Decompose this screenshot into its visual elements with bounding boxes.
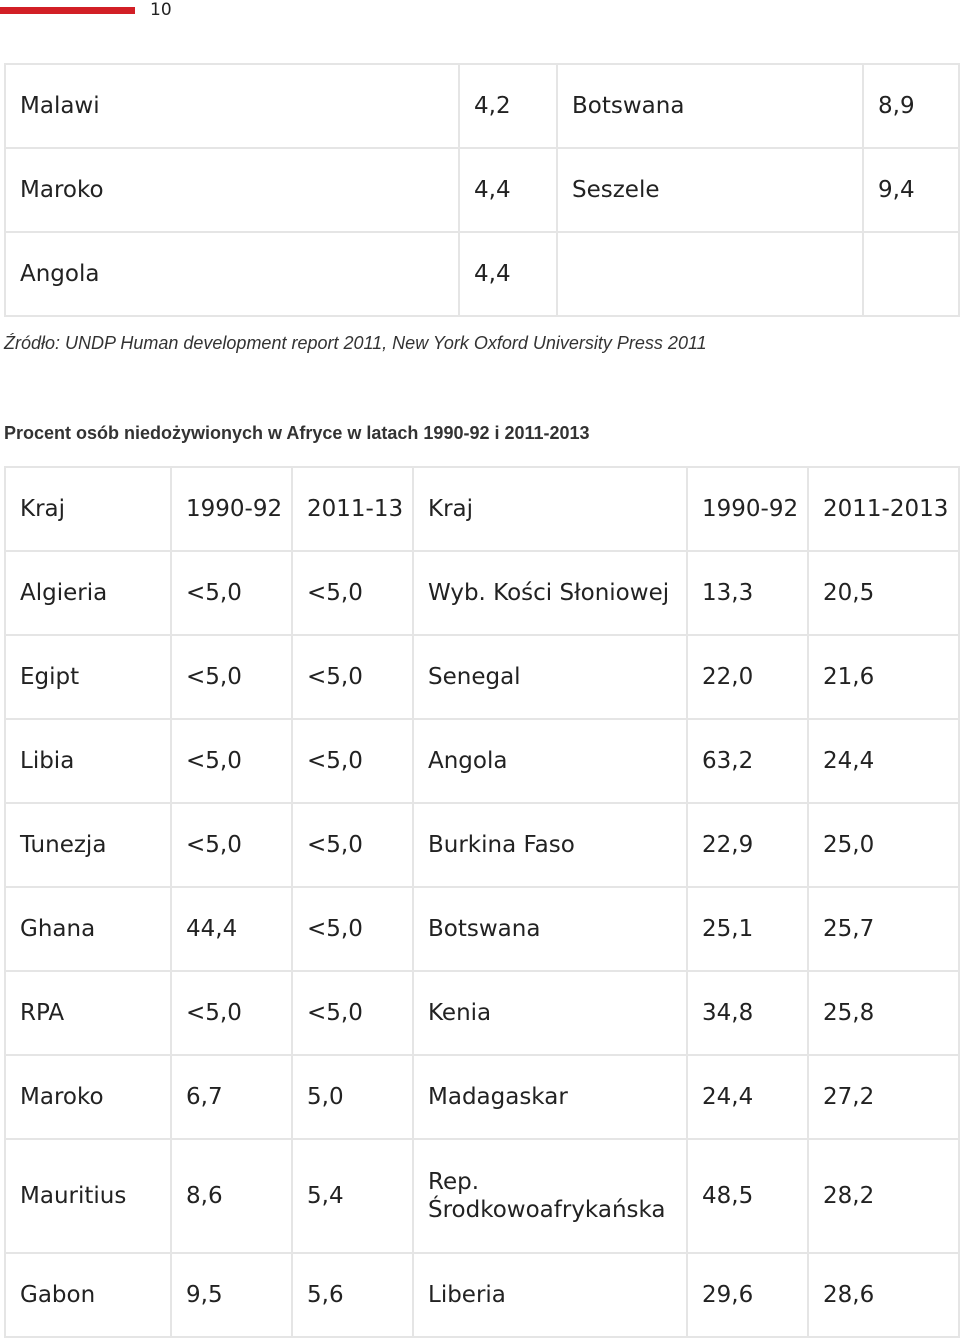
value-cell: 44,4 [170,886,293,972]
header-accent-bar [0,7,135,14]
value-cell: 8,6 [170,1138,293,1254]
value-cell: <5,0 [291,970,414,1056]
column-header: Kraj [4,466,172,552]
table-row: Mauritius 8,6 5,4 Rep. Środkowoafrykańsk… [4,1138,960,1254]
header-row: Kraj 1990-92 2011-13 Kraj 1990-92 2011-2… [4,466,960,552]
value-cell: 25,1 [686,886,809,972]
value-cell: 6,7 [170,1054,293,1140]
country-cell: Maroko [4,147,460,233]
country-cell: Rep. Środkowoafrykańska [412,1138,688,1254]
value-cell: <5,0 [170,634,293,720]
value-cell: 8,9 [862,63,960,149]
value-cell: <5,0 [170,802,293,888]
value-cell: <5,0 [291,718,414,804]
value-cell: <5,0 [291,550,414,636]
value-cell: 5,6 [291,1252,414,1338]
country-cell: Gabon [4,1252,172,1338]
value-cell: 48,5 [686,1138,809,1254]
value-cell: 9,4 [862,147,960,233]
country-cell [556,231,864,317]
value-cell: 27,2 [807,1054,960,1140]
value-cell: 24,4 [807,718,960,804]
value-cell: 22,0 [686,634,809,720]
value-cell: 21,6 [807,634,960,720]
value-cell [862,231,960,317]
country-cell: Libia [4,718,172,804]
value-cell: 24,4 [686,1054,809,1140]
country-cell: Botswana [412,886,688,972]
country-cell: Angola [4,231,460,317]
country-cell: Ghana [4,886,172,972]
value-cell: <5,0 [170,550,293,636]
country-cell: Malawi [4,63,460,149]
value-cell: 22,9 [686,802,809,888]
value-cell: 28,2 [807,1138,960,1254]
country-cell: Wyb. Kości Słoniowej [412,550,688,636]
value-cell: 28,6 [807,1252,960,1338]
table-row: Algieria <5,0 <5,0 Wyb. Kości Słoniowej … [4,550,960,636]
source-note: Źródło: UNDP Human development report 20… [4,333,707,353]
column-header: Kraj [412,466,688,552]
country-values-table: Malawi 4,2 Botswana 8,9 Maroko 4,4 Sesze… [4,63,960,317]
table-row: Ghana 44,4 <5,0 Botswana 25,1 25,7 [4,886,960,972]
value-cell: <5,0 [291,802,414,888]
country-cell: RPA [4,970,172,1056]
value-cell: 4,2 [458,63,558,149]
value-cell: 13,3 [686,550,809,636]
country-cell: Burkina Faso [412,802,688,888]
country-cell: Liberia [412,1252,688,1338]
table-row: Tunezja <5,0 <5,0 Burkina Faso 22,9 25,0 [4,802,960,888]
country-cell: Seszele [556,147,864,233]
undernourishment-table: Kraj 1990-92 2011-13 Kraj 1990-92 2011-2… [4,466,960,1338]
country-cell: Angola [412,718,688,804]
column-header: 1990-92 [686,466,809,552]
value-cell: 29,6 [686,1252,809,1338]
value-cell: <5,0 [170,718,293,804]
column-header: 2011-13 [291,466,414,552]
value-cell: 25,0 [807,802,960,888]
country-cell: Senegal [412,634,688,720]
value-cell: 4,4 [458,231,558,317]
column-header: 1990-92 [170,466,293,552]
country-cell: Madagaskar [412,1054,688,1140]
value-cell: 63,2 [686,718,809,804]
value-cell: 25,7 [807,886,960,972]
country-cell: Kenia [412,970,688,1056]
table-row: Maroko 4,4 Seszele 9,4 [4,147,960,233]
table-row: Angola 4,4 [4,231,960,317]
value-cell: 34,8 [686,970,809,1056]
table-row: Libia <5,0 <5,0 Angola 63,2 24,4 [4,718,960,804]
country-cell: Maroko [4,1054,172,1140]
country-cell: Botswana [556,63,864,149]
page-number: 10 [150,0,172,20]
table-row: Malawi 4,2 Botswana 8,9 [4,63,960,149]
country-cell: Egipt [4,634,172,720]
value-cell: 5,4 [291,1138,414,1254]
value-cell: 4,4 [458,147,558,233]
country-cell: Algieria [4,550,172,636]
value-cell: <5,0 [291,886,414,972]
value-cell: <5,0 [291,634,414,720]
column-header: 2011-2013 [807,466,960,552]
table-row: Maroko 6,7 5,0 Madagaskar 24,4 27,2 [4,1054,960,1140]
table-row: Gabon 9,5 5,6 Liberia 29,6 28,6 [4,1252,960,1338]
country-cell: Mauritius [4,1138,172,1254]
value-cell: 5,0 [291,1054,414,1140]
value-cell: 9,5 [170,1252,293,1338]
table-row: Egipt <5,0 <5,0 Senegal 22,0 21,6 [4,634,960,720]
table-caption: Procent osób niedożywionych w Afryce w l… [4,423,590,443]
value-cell: 20,5 [807,550,960,636]
value-cell: <5,0 [170,970,293,1056]
country-cell: Tunezja [4,802,172,888]
value-cell: 25,8 [807,970,960,1056]
table-row: RPA <5,0 <5,0 Kenia 34,8 25,8 [4,970,960,1056]
